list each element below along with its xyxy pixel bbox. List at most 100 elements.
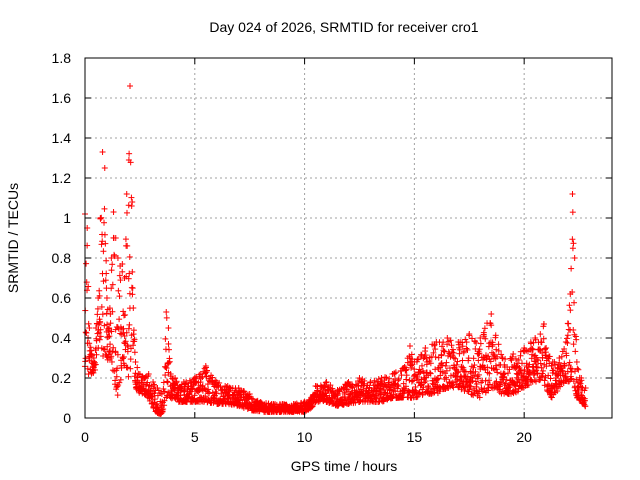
data-point — [129, 285, 136, 292]
data-point — [279, 401, 286, 407]
data-point — [161, 397, 168, 404]
data-point — [101, 165, 108, 171]
data-point — [128, 202, 135, 209]
data-point — [463, 345, 470, 352]
data-point — [503, 376, 510, 383]
data-point — [88, 351, 95, 357]
data-point — [541, 382, 548, 389]
data-point — [163, 365, 170, 372]
data-point — [556, 355, 563, 361]
data-point — [469, 375, 476, 382]
data-point — [422, 378, 429, 385]
data-point — [165, 340, 172, 347]
data-point — [83, 260, 90, 267]
data-point — [466, 331, 473, 337]
data-point — [564, 340, 571, 347]
data-point — [111, 253, 118, 260]
data-point — [520, 370, 527, 377]
data-point — [482, 335, 489, 342]
data-point — [473, 380, 480, 387]
data-point — [461, 374, 468, 381]
data-point — [116, 379, 123, 386]
data-point — [462, 384, 469, 391]
data-point — [476, 394, 483, 401]
data-point — [114, 351, 121, 358]
data-point — [481, 333, 488, 340]
data-point — [181, 385, 188, 392]
data-point — [398, 372, 405, 379]
data-point — [443, 376, 450, 383]
data-point — [108, 267, 115, 274]
data-point — [130, 305, 137, 311]
data-point — [500, 373, 507, 380]
data-point — [440, 339, 447, 346]
data-point — [188, 386, 195, 393]
data-point — [521, 345, 528, 351]
data-point — [382, 374, 389, 381]
data-point — [99, 238, 106, 245]
data-point — [160, 406, 167, 413]
data-point — [568, 366, 575, 373]
data-point — [464, 346, 471, 353]
data-point — [99, 149, 106, 155]
data-point — [92, 361, 99, 368]
data-point — [114, 383, 121, 390]
data-point — [106, 325, 113, 331]
data-point — [250, 396, 257, 403]
data-point — [126, 150, 133, 157]
data-point — [569, 191, 576, 197]
data-point — [235, 385, 242, 391]
data-point — [494, 353, 501, 360]
data-point — [126, 290, 133, 297]
data-point — [575, 366, 582, 373]
data-point — [129, 291, 136, 298]
data-point — [548, 363, 555, 370]
data-point — [103, 310, 110, 317]
data-point — [246, 391, 253, 397]
data-point — [122, 338, 129, 345]
data-point — [111, 251, 118, 258]
data-point — [419, 390, 426, 397]
grid-lines — [85, 58, 612, 418]
data-point — [470, 355, 477, 362]
data-point — [509, 353, 516, 360]
data-point — [574, 365, 581, 372]
data-points — [81, 83, 589, 417]
data-point — [108, 353, 115, 360]
data-point — [420, 384, 427, 391]
data-point — [400, 365, 407, 371]
data-point — [128, 194, 135, 201]
data-point — [117, 277, 124, 284]
data-point — [128, 345, 135, 352]
data-point — [434, 376, 441, 383]
data-point — [213, 390, 220, 397]
data-point — [82, 329, 89, 336]
data-point — [411, 359, 418, 365]
data-point — [290, 401, 297, 407]
data-point — [98, 303, 105, 310]
data-point — [485, 353, 492, 360]
data-point — [104, 343, 111, 350]
data-point — [134, 364, 141, 371]
data-point — [433, 339, 440, 345]
data-point — [403, 372, 410, 379]
data-point — [420, 370, 427, 377]
data-point — [463, 339, 470, 346]
data-point — [110, 344, 117, 351]
data-point — [352, 399, 359, 406]
data-point — [395, 375, 402, 382]
data-point — [458, 363, 465, 370]
data-point — [95, 321, 102, 328]
data-point — [498, 351, 505, 358]
data-point — [568, 265, 575, 272]
data-point — [517, 348, 524, 355]
data-point — [470, 364, 477, 371]
data-point — [132, 359, 139, 365]
data-point — [180, 379, 187, 385]
data-point — [475, 357, 482, 364]
data-point — [435, 375, 442, 382]
data-point — [566, 302, 573, 309]
data-point — [469, 335, 476, 342]
data-point — [85, 283, 92, 290]
data-point — [154, 385, 161, 391]
